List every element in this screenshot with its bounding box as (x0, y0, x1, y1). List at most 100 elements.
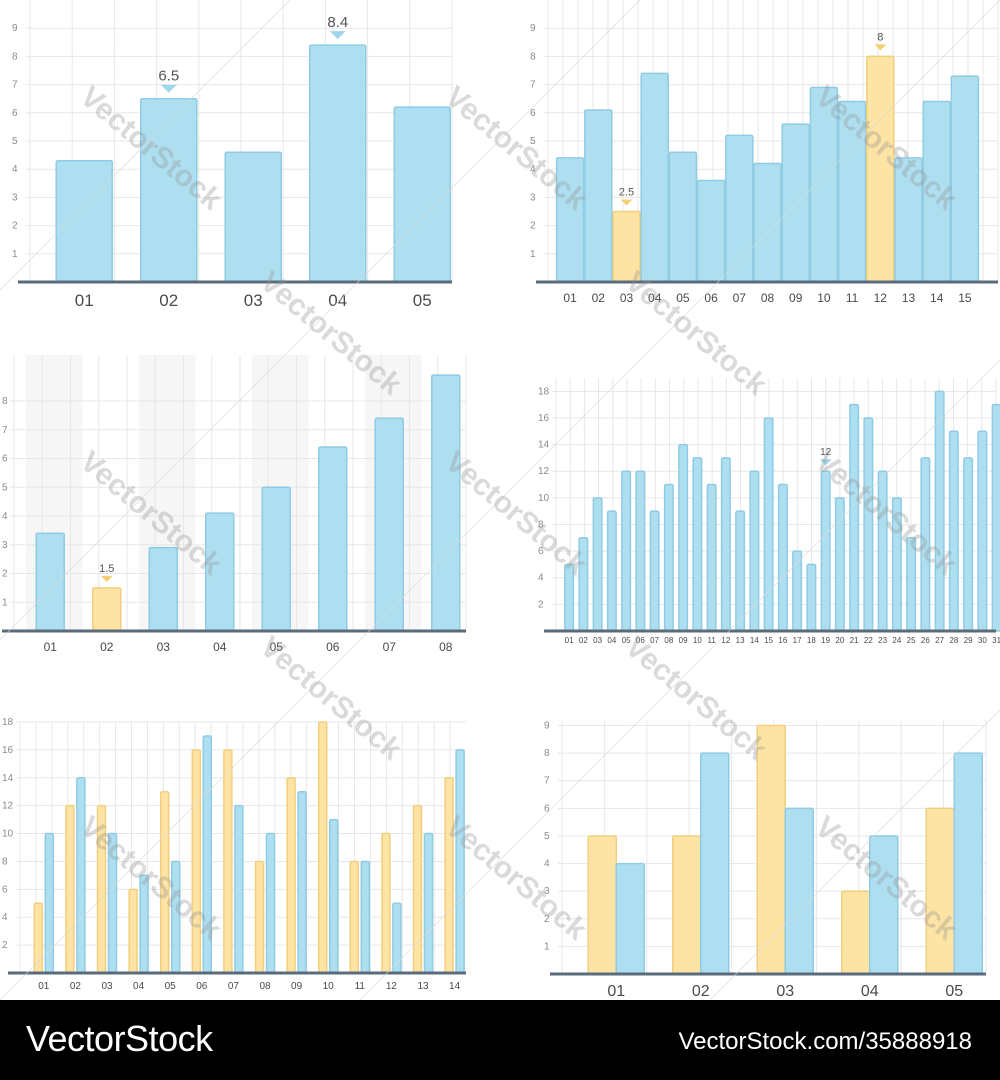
x-tick-label: 02 (579, 636, 588, 645)
bar (950, 75, 980, 283)
y-tick-label: 1 (2, 597, 8, 608)
bar (706, 483, 717, 632)
y-tick-label: 2 (12, 221, 18, 232)
chart-panel-2: 1 2 3 4 5 6 7 8 9 01 02 2.5 03 04 05 06 07 08 09 10 11 8 12 13 1… (500, 0, 1000, 330)
y-tick-label: 12 (2, 801, 14, 812)
x-tick-label: 25 (907, 636, 916, 645)
data-label: 1.5 (99, 563, 114, 575)
bar (820, 470, 831, 632)
bar (696, 179, 726, 283)
bar (922, 100, 951, 283)
x-tick-label: 17 (793, 636, 802, 645)
y-tick-label: 14 (2, 773, 14, 784)
bar (725, 134, 754, 283)
y-tick-label: 1 (530, 249, 536, 260)
y-tick-label: 4 (2, 912, 8, 923)
bar (564, 563, 575, 632)
x-tick-label: 06 (636, 636, 645, 645)
bar (781, 123, 810, 283)
x-tick-label: 11 (707, 636, 716, 645)
data-label: 8.4 (327, 14, 348, 31)
x-tick-label: 23 (878, 636, 887, 645)
y-tick-label: 2 (538, 599, 544, 610)
bar (849, 403, 860, 632)
bar (735, 510, 746, 632)
bar (65, 804, 75, 974)
x-tick-label: 05 (165, 981, 177, 992)
y-tick-label: 5 (12, 136, 18, 147)
x-tick-label: 03 (593, 636, 602, 645)
y-tick-label: 12 (538, 466, 550, 477)
y-tick-label: 3 (544, 886, 550, 897)
x-tick-label: 26 (921, 636, 930, 645)
x-tick-label: 10 (693, 636, 702, 645)
x-tick-label: 21 (850, 636, 859, 645)
bar (191, 749, 202, 974)
y-tick-label: 2 (544, 914, 550, 925)
x-tick-label: 03 (101, 981, 113, 992)
x-tick-label: 07 (733, 291, 747, 305)
bar (587, 835, 617, 975)
y-tick-label: 14 (538, 440, 550, 451)
x-tick-label: 01 (563, 291, 577, 305)
x-tick-label: 04 (648, 291, 662, 305)
x-tick-label: 28 (949, 636, 958, 645)
y-tick-label: 5 (530, 136, 536, 147)
bar (202, 735, 213, 974)
y-tick-label: 8 (2, 856, 8, 867)
x-tick-label: 02 (70, 981, 82, 992)
bar (318, 446, 348, 632)
x-tick-label: 01 (44, 640, 58, 654)
bar (877, 470, 888, 632)
bar (224, 151, 282, 283)
x-tick-label: 16 (778, 636, 787, 645)
bar (286, 777, 296, 974)
bar (297, 790, 307, 974)
bar (234, 804, 244, 974)
x-tick-label: 06 (196, 981, 208, 992)
x-tick-label: 15 (958, 291, 972, 305)
bar (977, 430, 988, 632)
x-tick-label: 29 (964, 636, 973, 645)
bar (254, 860, 265, 974)
x-tick-label: 01 (565, 636, 574, 645)
bar (621, 470, 632, 632)
x-tick-label: 05 (676, 291, 690, 305)
bar (649, 510, 660, 632)
y-tick-label: 18 (538, 386, 550, 397)
y-tick-label: 4 (2, 511, 8, 522)
x-tick-label: 15 (764, 636, 773, 645)
data-label: 6.5 (158, 68, 179, 85)
y-tick-label: 7 (544, 776, 550, 787)
bar (592, 497, 603, 632)
bar (925, 807, 955, 975)
bar (140, 97, 198, 283)
value-marker-icon (819, 459, 832, 466)
x-tick-label: 04 (607, 636, 616, 645)
chart-panel-3: 1 2 3 4 5 6 7 8 01 1.5 02 03 04 05 06 07 08 (0, 350, 500, 670)
x-tick-label: 03 (244, 291, 263, 310)
x-tick-label: 14 (750, 636, 759, 645)
x-tick-label: 13 (417, 981, 429, 992)
x-tick-label: 31 (992, 636, 1000, 645)
bar (55, 159, 113, 283)
x-tick-label: 14 (930, 291, 944, 305)
bar (866, 55, 895, 283)
y-tick-label: 6 (2, 884, 8, 895)
bar (863, 417, 874, 632)
bar (612, 210, 641, 283)
x-tick-label: 14 (449, 981, 461, 992)
bar (92, 587, 122, 632)
y-tick-label: 16 (2, 745, 14, 756)
y-tick-label: 6 (530, 108, 536, 119)
bar (678, 443, 689, 632)
y-tick-label: 4 (12, 164, 18, 175)
bar (692, 457, 703, 632)
x-tick-label: 20 (835, 636, 844, 645)
x-tick-label: 03 (620, 291, 634, 305)
y-tick-label: 5 (544, 831, 550, 842)
x-tick-label: 09 (789, 291, 803, 305)
bar-chart-6: 1 2 3 4 5 6 7 8 9 01 02 03 04 05 (544, 720, 987, 1000)
bar (128, 888, 138, 974)
